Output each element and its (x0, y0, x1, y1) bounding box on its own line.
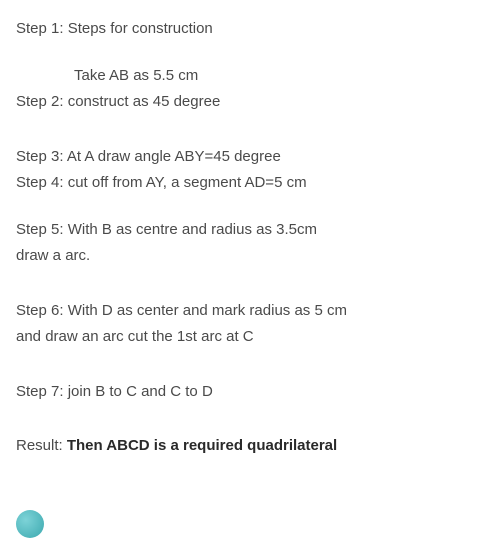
step-4: Step 4: cut off from AY, a segment AD=5 … (16, 172, 484, 195)
spacer (16, 407, 484, 435)
step-6-line1: Step 6: With D as center and mark radius… (16, 300, 484, 323)
step-1-title: Step 1: Steps for construction (16, 18, 484, 41)
step-5-line1: Step 5: With B as centre and radius as 3… (16, 219, 484, 242)
spacer (16, 118, 484, 146)
spacer (16, 199, 484, 219)
avatar-icon (16, 510, 44, 538)
step-1-sub: Take AB as 5.5 cm (16, 65, 484, 88)
step-2: Step 2: construct as 45 degree (16, 91, 484, 114)
step-6-line2: and draw an arc cut the 1st arc at C (16, 326, 484, 349)
result-label: Result: (16, 437, 67, 454)
spacer (16, 353, 484, 381)
result-line: Result: Then ABCD is a required quadrila… (16, 435, 484, 458)
spacer (16, 45, 484, 65)
step-3: Step 3: At A draw angle ABY=45 degree (16, 146, 484, 169)
result-text: Then ABCD is a required quadrilateral (67, 437, 337, 454)
step-7: Step 7: join B to C and C to D (16, 381, 484, 404)
step-5-line2: draw a arc. (16, 245, 484, 268)
spacer (16, 272, 484, 300)
